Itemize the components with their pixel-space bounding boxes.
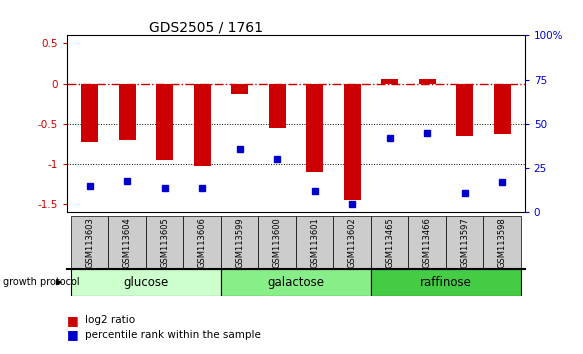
Bar bbox=[409, 216, 446, 269]
Bar bbox=[71, 216, 108, 269]
Bar bbox=[108, 216, 146, 269]
Text: galactose: galactose bbox=[268, 276, 324, 289]
Bar bbox=[333, 216, 371, 269]
Text: GSM113599: GSM113599 bbox=[235, 217, 244, 268]
Bar bbox=[419, 79, 436, 84]
Bar bbox=[494, 84, 511, 133]
Text: ■: ■ bbox=[67, 314, 79, 327]
Bar bbox=[146, 216, 183, 269]
Text: GSM113600: GSM113600 bbox=[273, 217, 282, 268]
Text: GSM113597: GSM113597 bbox=[460, 217, 469, 268]
Bar bbox=[371, 216, 409, 269]
Bar bbox=[118, 84, 135, 140]
Text: growth protocol: growth protocol bbox=[3, 277, 79, 287]
Text: GSM113605: GSM113605 bbox=[160, 217, 169, 268]
Text: GSM113604: GSM113604 bbox=[122, 217, 132, 268]
Bar bbox=[221, 216, 258, 269]
Bar bbox=[156, 84, 173, 160]
Bar bbox=[81, 84, 98, 142]
Text: ■: ■ bbox=[67, 328, 79, 341]
Text: GSM113601: GSM113601 bbox=[310, 217, 319, 268]
Bar bbox=[194, 84, 210, 166]
Bar bbox=[344, 84, 360, 200]
Bar bbox=[446, 216, 483, 269]
Text: GSM113466: GSM113466 bbox=[423, 217, 431, 268]
Text: GDS2505 / 1761: GDS2505 / 1761 bbox=[149, 20, 264, 34]
Text: log2 ratio: log2 ratio bbox=[85, 315, 135, 325]
Bar bbox=[183, 216, 221, 269]
Text: percentile rank within the sample: percentile rank within the sample bbox=[85, 330, 261, 339]
Bar bbox=[258, 216, 296, 269]
Text: raffinose: raffinose bbox=[420, 276, 472, 289]
Bar bbox=[269, 84, 286, 128]
Text: GSM113465: GSM113465 bbox=[385, 217, 394, 268]
Bar bbox=[306, 84, 323, 172]
Text: GSM113603: GSM113603 bbox=[85, 217, 94, 268]
Bar bbox=[71, 269, 221, 296]
Bar bbox=[296, 216, 333, 269]
Bar bbox=[371, 269, 521, 296]
Bar bbox=[381, 79, 398, 84]
Bar bbox=[456, 84, 473, 136]
Text: GSM113598: GSM113598 bbox=[498, 217, 507, 268]
Bar bbox=[231, 84, 248, 94]
Bar bbox=[221, 269, 371, 296]
Text: GSM113606: GSM113606 bbox=[198, 217, 206, 268]
Text: glucose: glucose bbox=[123, 276, 168, 289]
Text: GSM113602: GSM113602 bbox=[347, 217, 357, 268]
Bar bbox=[483, 216, 521, 269]
